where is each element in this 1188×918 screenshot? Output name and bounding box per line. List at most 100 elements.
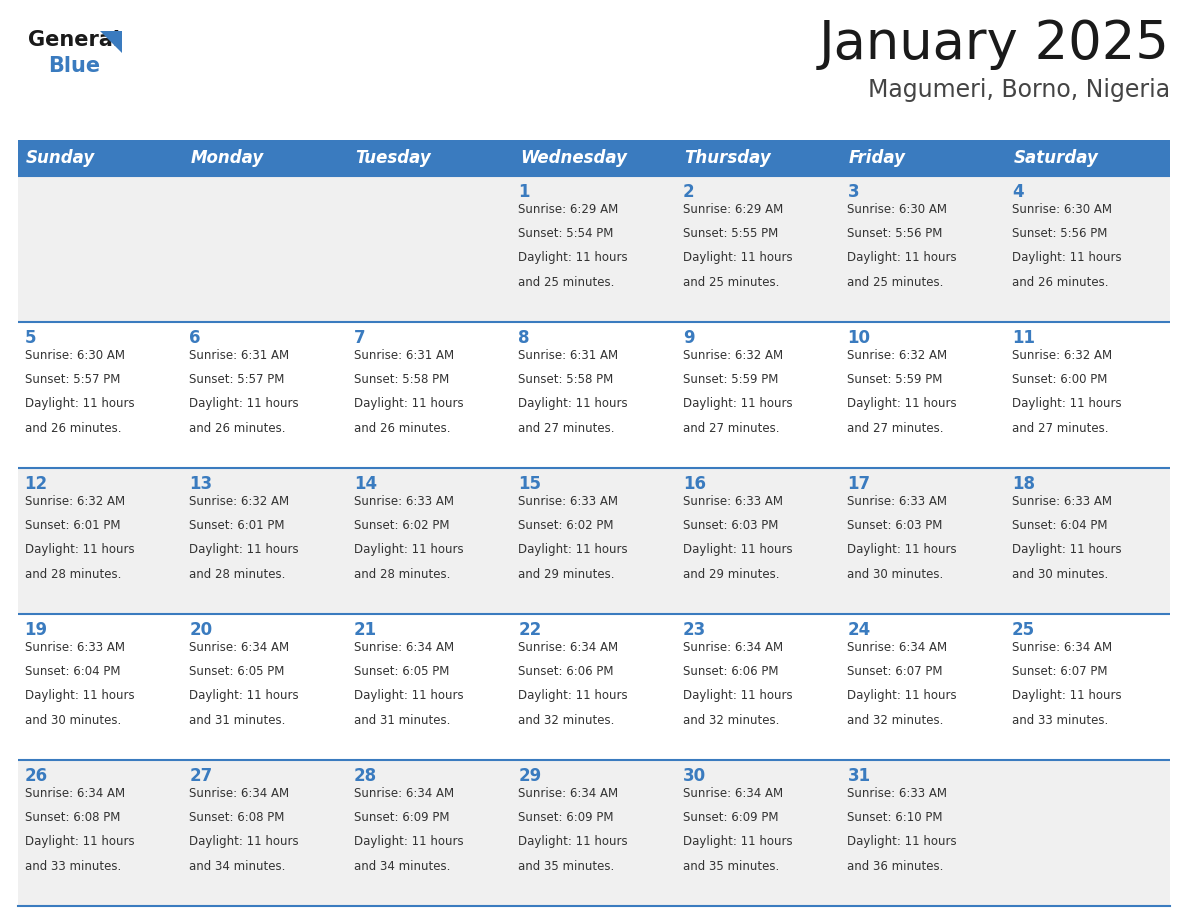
- Text: Daylight: 11 hours: Daylight: 11 hours: [25, 397, 134, 410]
- Text: 5: 5: [25, 330, 36, 347]
- Text: Sunrise: 6:34 AM: Sunrise: 6:34 AM: [189, 642, 290, 655]
- Text: Daylight: 11 hours: Daylight: 11 hours: [189, 543, 298, 556]
- Text: 10: 10: [847, 330, 871, 347]
- Text: Sunrise: 6:33 AM: Sunrise: 6:33 AM: [847, 496, 948, 509]
- Text: Sunrise: 6:31 AM: Sunrise: 6:31 AM: [354, 350, 454, 363]
- Text: Sunset: 6:06 PM: Sunset: 6:06 PM: [683, 666, 778, 678]
- Text: Daylight: 11 hours: Daylight: 11 hours: [683, 397, 792, 410]
- Text: Sunrise: 6:33 AM: Sunrise: 6:33 AM: [518, 496, 618, 509]
- Text: and 28 minutes.: and 28 minutes.: [25, 567, 121, 580]
- Text: Thursday: Thursday: [684, 149, 771, 167]
- Text: Sunrise: 6:32 AM: Sunrise: 6:32 AM: [1012, 350, 1112, 363]
- Text: Daylight: 11 hours: Daylight: 11 hours: [847, 835, 958, 848]
- Text: Sunset: 6:06 PM: Sunset: 6:06 PM: [518, 666, 614, 678]
- Text: 19: 19: [25, 621, 48, 639]
- Text: Sunset: 6:09 PM: Sunset: 6:09 PM: [518, 812, 614, 824]
- Text: Sunrise: 6:32 AM: Sunrise: 6:32 AM: [25, 496, 125, 509]
- Text: Sunset: 6:03 PM: Sunset: 6:03 PM: [847, 520, 943, 532]
- Text: 23: 23: [683, 621, 706, 639]
- Text: Daylight: 11 hours: Daylight: 11 hours: [1012, 252, 1121, 264]
- Text: Blue: Blue: [48, 56, 100, 76]
- Text: 29: 29: [518, 767, 542, 785]
- Text: Sunrise: 6:31 AM: Sunrise: 6:31 AM: [518, 350, 619, 363]
- Text: Sunset: 6:02 PM: Sunset: 6:02 PM: [354, 520, 449, 532]
- Text: Daylight: 11 hours: Daylight: 11 hours: [683, 835, 792, 848]
- Text: and 26 minutes.: and 26 minutes.: [1012, 275, 1108, 288]
- Text: Sunday: Sunday: [26, 149, 95, 167]
- Text: 11: 11: [1012, 330, 1035, 347]
- Text: 28: 28: [354, 767, 377, 785]
- Text: Daylight: 11 hours: Daylight: 11 hours: [354, 689, 463, 702]
- Text: General: General: [29, 30, 120, 50]
- Text: Sunrise: 6:34 AM: Sunrise: 6:34 AM: [847, 642, 948, 655]
- Bar: [18, 322, 1170, 468]
- Bar: [18, 468, 1170, 614]
- Text: Sunset: 6:08 PM: Sunset: 6:08 PM: [25, 812, 120, 824]
- Text: Daylight: 11 hours: Daylight: 11 hours: [683, 252, 792, 264]
- Text: and 26 minutes.: and 26 minutes.: [354, 421, 450, 434]
- Text: Daylight: 11 hours: Daylight: 11 hours: [518, 543, 628, 556]
- Text: 8: 8: [518, 330, 530, 347]
- Text: Sunset: 6:02 PM: Sunset: 6:02 PM: [518, 520, 614, 532]
- Text: 17: 17: [847, 476, 871, 493]
- Text: Sunrise: 6:34 AM: Sunrise: 6:34 AM: [683, 642, 783, 655]
- Bar: [18, 760, 1170, 906]
- Text: Sunrise: 6:31 AM: Sunrise: 6:31 AM: [189, 350, 290, 363]
- Bar: [841, 140, 1005, 176]
- Text: and 28 minutes.: and 28 minutes.: [189, 567, 285, 580]
- Text: and 27 minutes.: and 27 minutes.: [683, 421, 779, 434]
- Text: 13: 13: [189, 476, 213, 493]
- Text: Sunrise: 6:34 AM: Sunrise: 6:34 AM: [354, 642, 454, 655]
- Text: 30: 30: [683, 767, 706, 785]
- Text: and 31 minutes.: and 31 minutes.: [189, 713, 285, 726]
- Text: Sunrise: 6:33 AM: Sunrise: 6:33 AM: [354, 496, 454, 509]
- Text: Daylight: 11 hours: Daylight: 11 hours: [1012, 689, 1121, 702]
- Text: Sunset: 6:00 PM: Sunset: 6:00 PM: [1012, 374, 1107, 386]
- Text: and 25 minutes.: and 25 minutes.: [518, 275, 614, 288]
- Text: Sunset: 5:57 PM: Sunset: 5:57 PM: [25, 374, 120, 386]
- Text: Daylight: 11 hours: Daylight: 11 hours: [847, 689, 958, 702]
- Text: Sunset: 5:56 PM: Sunset: 5:56 PM: [1012, 228, 1107, 241]
- Bar: [18, 140, 183, 176]
- Text: Daylight: 11 hours: Daylight: 11 hours: [189, 835, 298, 848]
- Text: Sunrise: 6:34 AM: Sunrise: 6:34 AM: [683, 788, 783, 800]
- Text: Sunset: 5:56 PM: Sunset: 5:56 PM: [847, 228, 943, 241]
- Text: Friday: Friday: [849, 149, 906, 167]
- Text: Daylight: 11 hours: Daylight: 11 hours: [847, 543, 958, 556]
- Text: Sunset: 6:01 PM: Sunset: 6:01 PM: [25, 520, 120, 532]
- Text: and 27 minutes.: and 27 minutes.: [847, 421, 944, 434]
- Text: Sunrise: 6:32 AM: Sunrise: 6:32 AM: [683, 350, 783, 363]
- Text: Sunset: 6:05 PM: Sunset: 6:05 PM: [354, 666, 449, 678]
- Text: 31: 31: [847, 767, 871, 785]
- Text: Sunset: 5:59 PM: Sunset: 5:59 PM: [683, 374, 778, 386]
- Text: Sunset: 6:03 PM: Sunset: 6:03 PM: [683, 520, 778, 532]
- Text: and 26 minutes.: and 26 minutes.: [25, 421, 121, 434]
- Text: Sunrise: 6:34 AM: Sunrise: 6:34 AM: [25, 788, 125, 800]
- Text: 27: 27: [189, 767, 213, 785]
- Text: Sunset: 5:59 PM: Sunset: 5:59 PM: [847, 374, 943, 386]
- Text: and 34 minutes.: and 34 minutes.: [189, 859, 285, 873]
- Text: Sunrise: 6:33 AM: Sunrise: 6:33 AM: [847, 788, 948, 800]
- Text: January 2025: January 2025: [819, 18, 1170, 70]
- Text: Sunrise: 6:34 AM: Sunrise: 6:34 AM: [1012, 642, 1112, 655]
- Bar: [512, 140, 676, 176]
- Text: 22: 22: [518, 621, 542, 639]
- Text: Daylight: 11 hours: Daylight: 11 hours: [354, 397, 463, 410]
- Text: Sunrise: 6:34 AM: Sunrise: 6:34 AM: [189, 788, 290, 800]
- Text: and 36 minutes.: and 36 minutes.: [847, 859, 943, 873]
- Text: Sunrise: 6:32 AM: Sunrise: 6:32 AM: [847, 350, 948, 363]
- Text: Daylight: 11 hours: Daylight: 11 hours: [683, 689, 792, 702]
- Text: 9: 9: [683, 330, 695, 347]
- Text: and 34 minutes.: and 34 minutes.: [354, 859, 450, 873]
- Text: 1: 1: [518, 184, 530, 201]
- Text: Daylight: 11 hours: Daylight: 11 hours: [354, 543, 463, 556]
- Text: Daylight: 11 hours: Daylight: 11 hours: [518, 689, 628, 702]
- Text: 6: 6: [189, 330, 201, 347]
- Text: 25: 25: [1012, 621, 1035, 639]
- Text: and 27 minutes.: and 27 minutes.: [1012, 421, 1108, 434]
- Text: Daylight: 11 hours: Daylight: 11 hours: [847, 252, 958, 264]
- Text: 24: 24: [847, 621, 871, 639]
- Bar: [347, 140, 512, 176]
- Text: Sunset: 5:58 PM: Sunset: 5:58 PM: [518, 374, 613, 386]
- Text: Daylight: 11 hours: Daylight: 11 hours: [189, 689, 298, 702]
